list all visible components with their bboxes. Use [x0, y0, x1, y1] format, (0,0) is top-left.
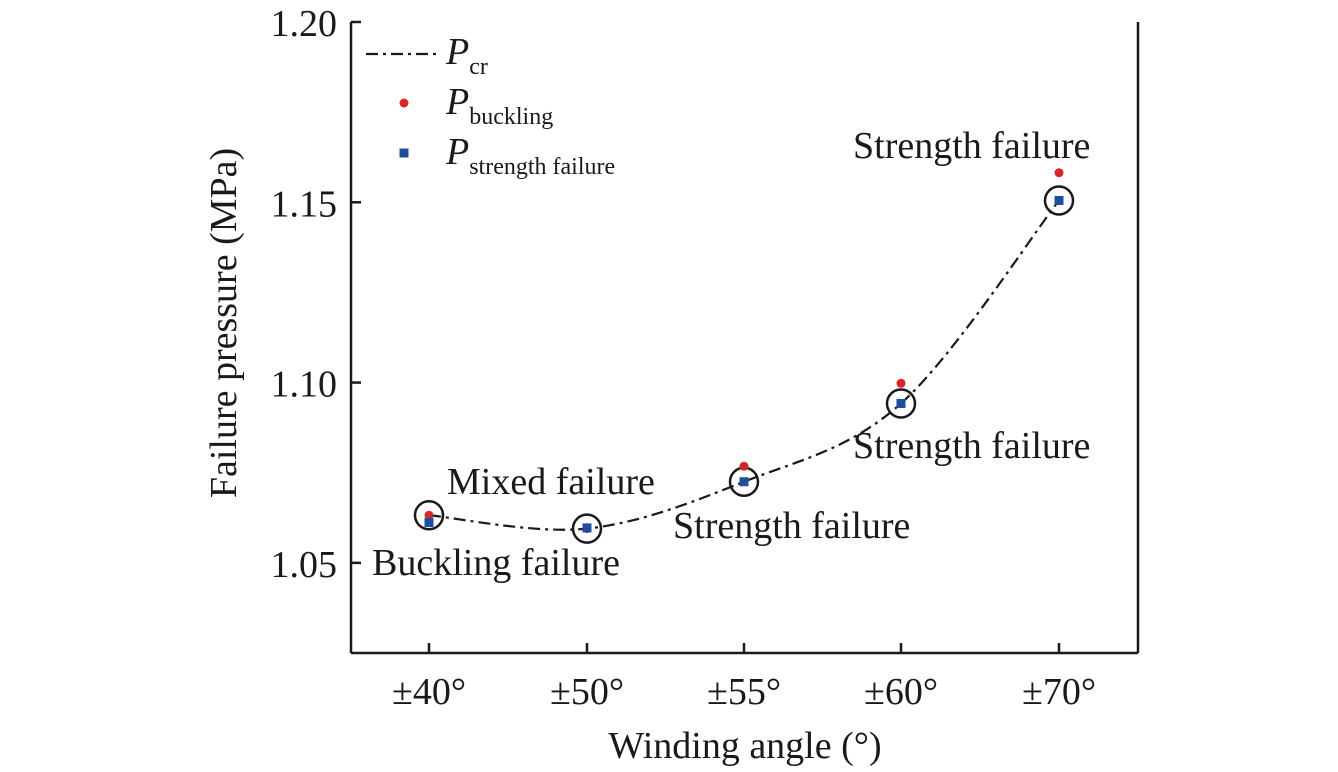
x-tick-label: ±55°: [707, 671, 781, 713]
x-tick-label: ±50°: [550, 671, 624, 713]
critical-point-circle: [571, 513, 603, 544]
y-tick-label: 1.20: [271, 3, 338, 45]
point-pstrength: [1054, 195, 1064, 205]
x-tick-label: ±40°: [392, 671, 466, 713]
point-pstrength: [424, 517, 434, 527]
point-pstrength: [582, 523, 592, 533]
legend-label: Pcr: [445, 31, 488, 80]
x-tick-label: ±70°: [1022, 671, 1096, 713]
legend-marker-pstrength: [399, 148, 409, 158]
critical-point-circle: [1043, 185, 1075, 216]
legend-label: Pstrength failure: [445, 131, 615, 180]
point-pstrength: [739, 477, 749, 487]
legend-label: Pbuckling: [445, 81, 553, 130]
legend-marker-pbuckling: [399, 98, 409, 108]
x-axis-title: Winding angle (°): [608, 725, 881, 767]
y-tick-label: 1.05: [271, 544, 338, 586]
point-pbuckling: [424, 510, 434, 520]
point-pstrength: [896, 398, 906, 408]
critical-point-circle: [413, 500, 445, 531]
point-pbuckling: [1054, 168, 1064, 178]
x-tick-label: ±60°: [864, 671, 938, 713]
failure-annotation: Strength failure: [673, 505, 910, 547]
point-pbuckling: [739, 461, 749, 471]
critical-point-circle: [885, 388, 917, 419]
y-axis-title: Failure pressure (MPa): [203, 148, 245, 498]
failure-annotation: Mixed failure: [447, 461, 655, 503]
failure-annotation: Strength failure: [853, 125, 1090, 167]
failure-annotation: Buckling failure: [372, 542, 620, 584]
y-tick-label: 1.15: [271, 183, 338, 225]
y-tick-label: 1.10: [271, 364, 338, 406]
point-pbuckling: [896, 378, 906, 388]
failure-annotation: Strength failure: [853, 425, 1090, 467]
